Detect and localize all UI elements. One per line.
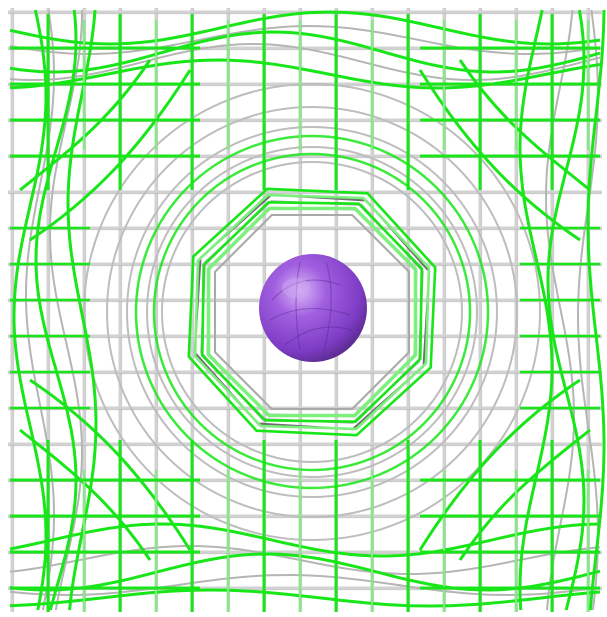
atom-facet: [269, 308, 351, 321]
gray-contour: [83, 83, 541, 541]
green-contour: [9, 588, 601, 608]
green-contour: [418, 378, 581, 551]
gray-contour: [9, 24, 601, 56]
atom-sphere-body: [259, 254, 367, 362]
green-contour: [19, 428, 152, 561]
green-contour-mesh: [9, 9, 606, 611]
gray-contour: [544, 9, 576, 611]
gray-contour: [25, 9, 55, 611]
atom-facet: [321, 261, 332, 359]
gray-contour: [9, 42, 601, 82]
atom-highlight: [282, 278, 310, 298]
atom-facet: [295, 261, 301, 351]
green-contour: [458, 428, 591, 561]
green-contour: [9, 552, 601, 592]
atom-facet: [284, 326, 353, 346]
green-contour: [546, 9, 586, 611]
green-contour: [152, 152, 472, 472]
green-contour: [206, 206, 418, 418]
green-contour: [200, 200, 424, 424]
green-contour: [9, 30, 601, 74]
green-contour: [518, 9, 554, 611]
gray-contour: [9, 573, 601, 597]
green-contour: [193, 193, 431, 431]
gray-contour: [161, 161, 463, 463]
green-contour: [34, 9, 78, 611]
green-contour: [586, 9, 606, 611]
green-contour: [9, 522, 601, 558]
gray-contour: [106, 106, 518, 518]
atom-sphere: [259, 254, 367, 362]
green-contour: [29, 378, 192, 551]
gray-contour: [126, 126, 498, 498]
green-contour: [418, 69, 581, 242]
green-contour: [29, 69, 192, 242]
green-contour: [19, 59, 152, 192]
green-contour: [66, 9, 98, 611]
green-contour: [187, 187, 437, 437]
green-contour: [134, 134, 490, 490]
front-grid-lattice: [10, 14, 600, 612]
green-contour: [12, 9, 48, 611]
gray-contour: [48, 9, 84, 611]
gray-contour: [9, 544, 601, 576]
green-contour: [458, 59, 591, 192]
gray-contour: [146, 146, 478, 478]
gray-contour: [214, 214, 410, 410]
green-contour: [9, 10, 601, 46]
